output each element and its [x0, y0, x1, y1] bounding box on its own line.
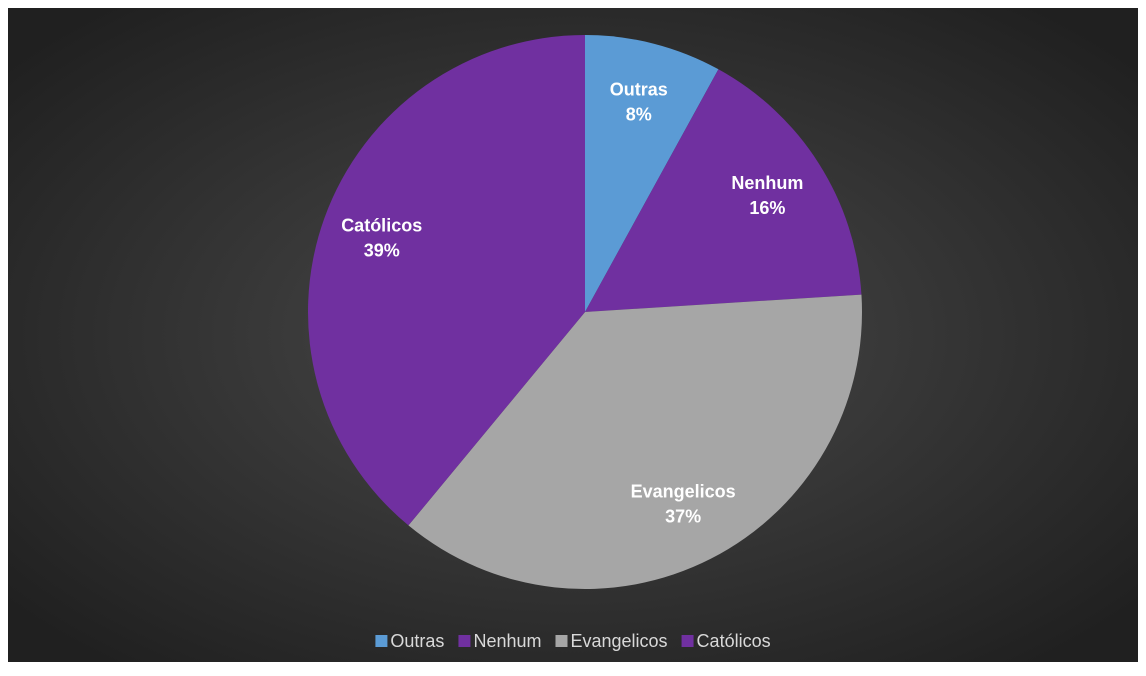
legend-swatch — [375, 635, 388, 647]
pie-slice — [585, 69, 862, 312]
data-labels: Outras 8% Nenhum 16% Evangelicos 37% Católicos… — [341, 79, 803, 526]
pie — [307, 35, 862, 589]
data-label-category: Nenhum — [731, 173, 803, 193]
legend: Outras Nenhum Evangelicos Católicos — [375, 631, 771, 651]
data-label-value: 8% — [626, 104, 652, 124]
legend-label: Nenhum — [473, 631, 541, 651]
pie-slice — [307, 35, 585, 526]
data-label-value: 16% — [749, 198, 785, 218]
legend-swatch — [555, 635, 568, 647]
legend-swatch — [681, 635, 694, 647]
data-label-value: 39% — [364, 241, 400, 261]
data-label-category: Evangelicos — [631, 481, 736, 501]
data-label-category: Outras — [610, 79, 668, 99]
data-label-value: 37% — [665, 506, 701, 526]
legend-label: Outras — [390, 631, 444, 651]
legend-label: Evangelicos — [570, 631, 667, 651]
legend-swatch — [458, 635, 471, 647]
pie-slice — [585, 35, 719, 312]
data-label-category: Católicos — [341, 216, 422, 236]
legend-label: Católicos — [697, 631, 771, 651]
pie-slice — [408, 294, 862, 589]
